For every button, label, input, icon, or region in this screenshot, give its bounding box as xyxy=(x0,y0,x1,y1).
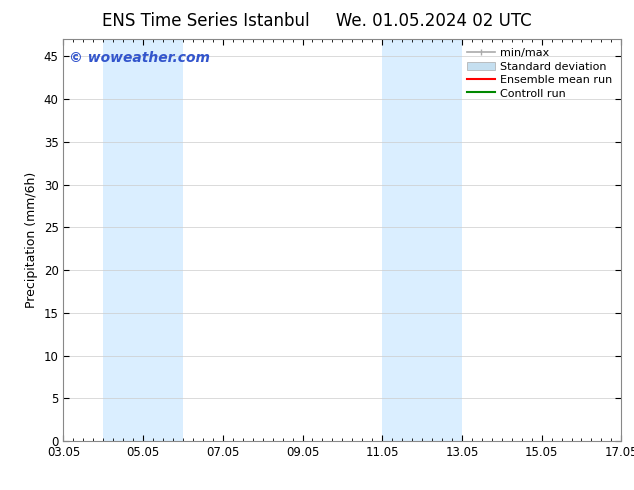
Bar xyxy=(103,39,183,441)
Text: © woweather.com: © woweather.com xyxy=(69,51,210,65)
Text: ENS Time Series Istanbul     We. 01.05.2024 02 UTC: ENS Time Series Istanbul We. 01.05.2024 … xyxy=(102,12,532,30)
Legend: min/max, Standard deviation, Ensemble mean run, Controll run: min/max, Standard deviation, Ensemble me… xyxy=(463,45,616,102)
Y-axis label: Precipitation (mm/6h): Precipitation (mm/6h) xyxy=(25,172,38,308)
Bar xyxy=(382,39,462,441)
